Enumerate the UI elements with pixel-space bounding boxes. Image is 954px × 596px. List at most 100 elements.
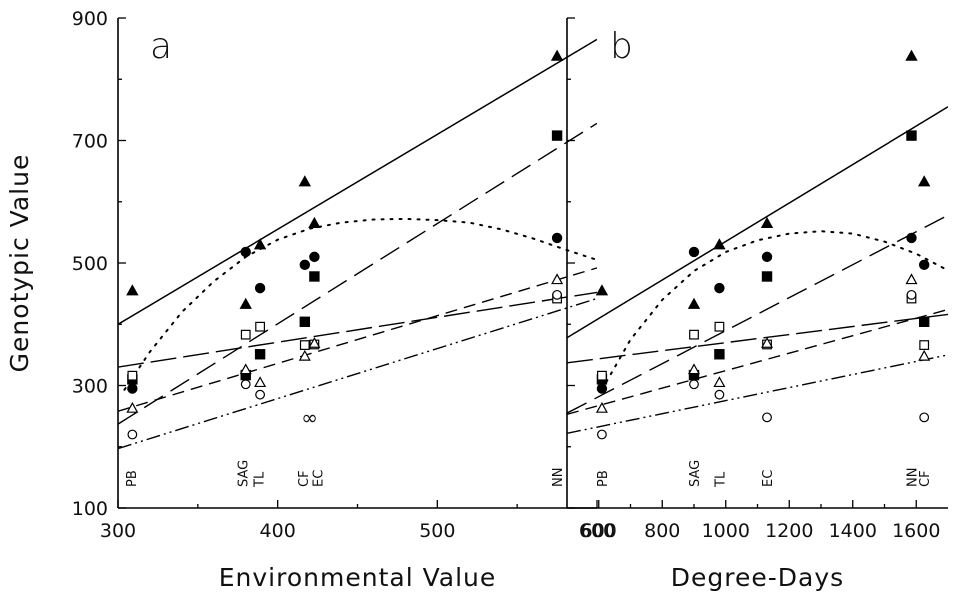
marker-filled-square bbox=[761, 271, 773, 282]
y-tick-label: 700 bbox=[72, 131, 108, 153]
panel-b: 600 800 1000 1200 1400 1600 Degree-Days b PB SAG T… bbox=[566, 17, 948, 592]
marker-filled-circle bbox=[714, 282, 725, 294]
marker-filled-triangle bbox=[126, 284, 139, 296]
y-tick-label: 500 bbox=[72, 253, 108, 275]
marker-filled-circle bbox=[761, 251, 773, 263]
x-axis-title: Degree-Days bbox=[671, 563, 844, 592]
y-axis-title: Genotypic Value bbox=[5, 154, 34, 373]
marker-filled-triangle bbox=[253, 238, 267, 250]
marker-open-triangle bbox=[761, 337, 774, 348]
x-tick-label: 500 bbox=[419, 520, 455, 542]
x-tick-label: 400 bbox=[260, 520, 296, 542]
x-tick-label: 1400 bbox=[829, 520, 877, 542]
marker-open-square bbox=[689, 329, 699, 340]
marker-open-square bbox=[240, 329, 251, 340]
marker-open-triangle bbox=[905, 273, 918, 285]
site-label: NN bbox=[905, 468, 920, 487]
marker-filled-circle bbox=[918, 259, 930, 271]
site-label: PB bbox=[596, 470, 611, 487]
site-label: EC bbox=[312, 470, 327, 487]
marker-open-circle bbox=[689, 379, 699, 390]
marker-filled-triangle bbox=[550, 49, 564, 61]
marker-filled-square bbox=[714, 349, 725, 360]
site-label: TL bbox=[713, 471, 728, 488]
marker-open-square bbox=[299, 340, 310, 350]
marker-filled-circle bbox=[906, 232, 917, 244]
site-label: NN bbox=[551, 468, 566, 487]
site-label: EC bbox=[761, 470, 776, 487]
fit-line-filled-square bbox=[118, 122, 597, 425]
marker-filled-circle bbox=[551, 232, 563, 244]
marker-filled-triangle bbox=[905, 49, 918, 61]
marker-filled-square bbox=[551, 130, 563, 141]
marker-filled-triangle bbox=[239, 297, 252, 309]
fit-lines bbox=[118, 38, 597, 450]
y-tick-label: 300 bbox=[72, 376, 108, 398]
site-label: TL bbox=[253, 471, 268, 488]
marker-filled-triangle bbox=[595, 284, 609, 296]
marker-open-square bbox=[127, 370, 138, 381]
marker-filled-triangle bbox=[760, 216, 774, 228]
marker-open-triangle bbox=[126, 401, 139, 413]
site-label: CF bbox=[918, 470, 933, 487]
marker-open-triangle bbox=[254, 376, 267, 388]
marker-filled-triangle bbox=[713, 238, 726, 250]
marker-filled-circle bbox=[254, 282, 266, 294]
marker-open-circle bbox=[714, 389, 725, 400]
marker-open-circle bbox=[906, 289, 917, 300]
y-tick-label: 100 bbox=[72, 498, 108, 520]
point-annotation: ∞ bbox=[301, 405, 318, 429]
x-tick-label: 1600 bbox=[892, 520, 940, 542]
fit-lines bbox=[567, 106, 948, 434]
marker-open-circle bbox=[255, 389, 266, 400]
x-axis-title: Environmental Value bbox=[219, 563, 497, 592]
marker-filled-circle bbox=[299, 259, 311, 271]
marker-filled-circle bbox=[240, 246, 251, 258]
marker-open-circle bbox=[919, 412, 930, 423]
marker-open-triangle bbox=[595, 401, 608, 413]
marker-open-square bbox=[714, 321, 725, 332]
marker-filled-square bbox=[918, 316, 930, 328]
fit-line-open-triangle bbox=[118, 267, 597, 412]
fit-line-open-square bbox=[118, 291, 597, 368]
x-tick-label: 600 bbox=[579, 520, 615, 542]
marker-filled-square bbox=[906, 130, 917, 141]
x-tick-label: 1000 bbox=[702, 520, 750, 542]
marker-open-circle bbox=[762, 412, 772, 423]
site-label: SAG bbox=[237, 460, 252, 487]
marker-filled-circle bbox=[127, 383, 138, 394]
fit-line-filled-circle bbox=[123, 217, 597, 391]
fit-line-open-circle bbox=[118, 297, 597, 450]
site-label: SAG bbox=[688, 460, 703, 487]
x-tick-label: 1200 bbox=[765, 520, 813, 542]
marker-filled-square bbox=[299, 316, 311, 328]
marker-open-square bbox=[919, 340, 930, 350]
marker-open-triangle bbox=[551, 273, 564, 285]
marker-open-circle bbox=[240, 379, 251, 390]
marker-filled-square bbox=[254, 349, 266, 360]
marker-filled-circle bbox=[688, 246, 700, 258]
marker-open-triangle bbox=[298, 349, 311, 361]
x-tick-label: 300 bbox=[100, 520, 136, 542]
marker-filled-triangle bbox=[918, 175, 931, 187]
marker-filled-triangle bbox=[687, 297, 701, 309]
marker-open-triangle bbox=[239, 363, 252, 375]
marker-open-triangle bbox=[713, 376, 726, 388]
fit-line-open-square bbox=[567, 313, 948, 364]
y-tick-label: 900 bbox=[72, 8, 108, 30]
marker-open-circle bbox=[552, 289, 562, 300]
marker-open-square bbox=[255, 321, 266, 332]
fit-line-filled-circle bbox=[600, 230, 948, 391]
marker-filled-circle bbox=[309, 251, 320, 263]
marker-open-triangle bbox=[687, 363, 701, 375]
site-label: CF bbox=[297, 470, 312, 487]
marker-filled-triangle bbox=[298, 175, 311, 187]
fit-line-open-triangle bbox=[567, 308, 948, 415]
marker-filled-circle bbox=[596, 383, 608, 394]
marker-filled-triangle bbox=[308, 216, 321, 228]
fit-line-filled-square bbox=[567, 214, 948, 414]
panel-letter: b bbox=[610, 26, 633, 67]
fit-line-filled-triangle bbox=[118, 38, 597, 325]
